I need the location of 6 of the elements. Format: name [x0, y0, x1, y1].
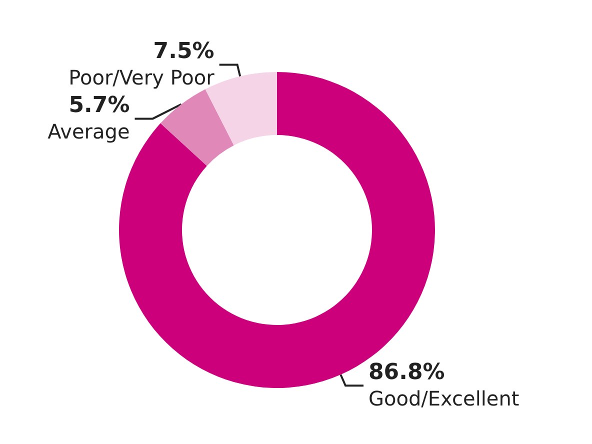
data-label: 7.5% [153, 39, 214, 64]
slice-label: Good/Excellent [368, 386, 520, 411]
slice-label: Average [48, 120, 130, 144]
slice-label: Poor/Very Poor [68, 66, 216, 90]
data-label: 5.7% [68, 93, 130, 118]
data-label: 86.8% [368, 360, 445, 386]
